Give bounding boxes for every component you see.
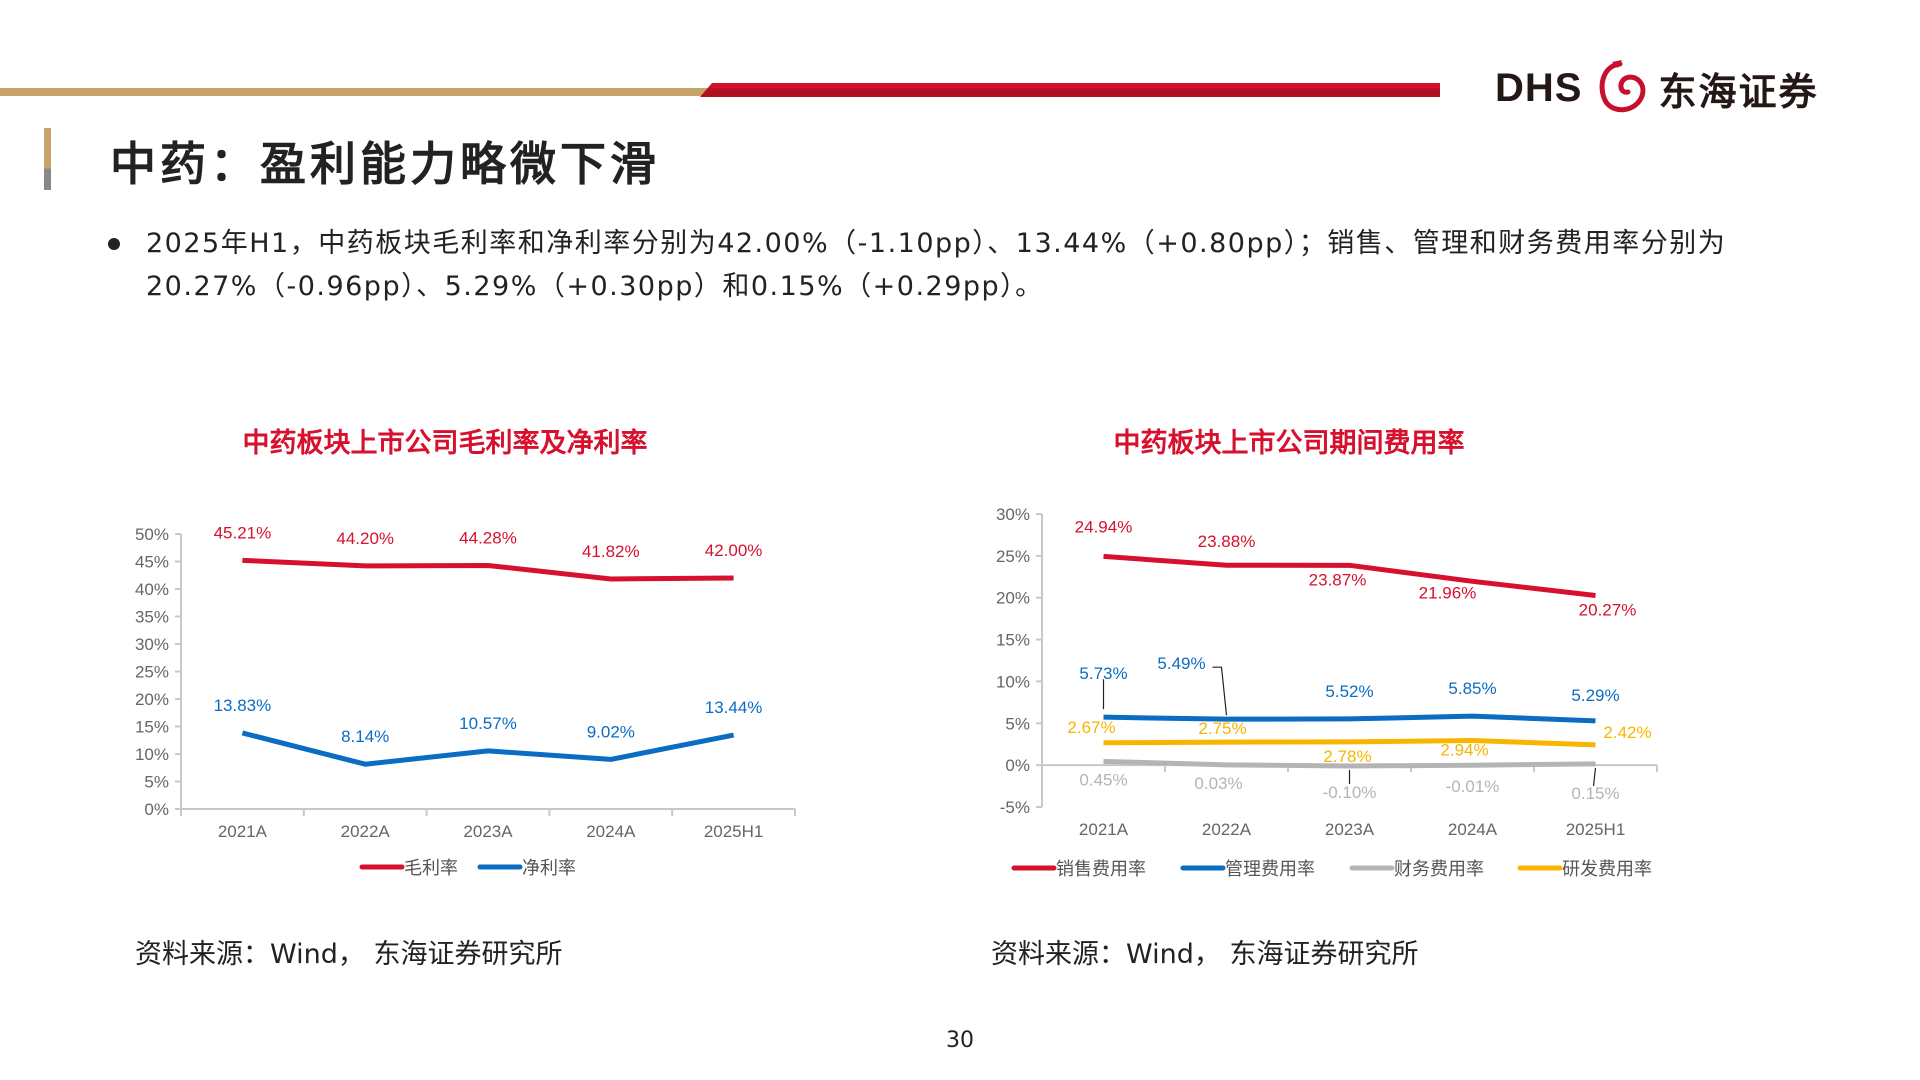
data-label: -0.10% bbox=[1323, 783, 1377, 802]
y-tick-label: -5% bbox=[1000, 798, 1030, 817]
y-tick-label: 5% bbox=[144, 773, 169, 792]
y-tick-label: 10% bbox=[135, 745, 169, 764]
source-note-right: 资料来源：Wind， 东海证券研究所 bbox=[991, 939, 1419, 970]
y-tick-label: 30% bbox=[135, 635, 169, 654]
bullet-dot-icon bbox=[108, 238, 120, 250]
chart-title: 中药板块上市公司毛利率及净利率 bbox=[243, 427, 648, 458]
summary-text: 2025年H1，中药板块毛利率和净利率分别为42.00%（-1.10pp）、13… bbox=[146, 228, 1727, 302]
legend-label: 销售费用率 bbox=[1056, 859, 1146, 879]
y-tick-label: 25% bbox=[996, 547, 1030, 566]
data-label: 5.49% bbox=[1157, 654, 1205, 673]
y-tick-label: 25% bbox=[135, 663, 169, 682]
header-red-line bbox=[700, 83, 1440, 97]
x-tick-label: 2021A bbox=[218, 822, 268, 841]
x-tick-label: 2025H1 bbox=[704, 822, 764, 841]
x-tick-label: 2021A bbox=[1079, 820, 1129, 839]
x-tick-label: 2022A bbox=[1202, 820, 1252, 839]
data-label: 2.78% bbox=[1323, 747, 1371, 766]
page-title: 中药：盈利能力略微下滑 bbox=[110, 137, 660, 191]
series-line-0 bbox=[242, 557, 734, 582]
legend-label: 研发费用率 bbox=[1562, 859, 1652, 879]
data-label: 42.00% bbox=[705, 541, 763, 560]
legend-label: 净利率 bbox=[522, 858, 576, 878]
chart-gross-net-margin: 中药板块上市公司毛利率及净利率 0% 5% 10% 15% 20% 25% 30% 35% 40%… bbox=[135, 427, 796, 878]
data-label: 2.94% bbox=[1440, 741, 1488, 760]
data-label: 5.85% bbox=[1448, 679, 1496, 698]
x-tick-label: 2024A bbox=[586, 822, 636, 841]
data-label: -0.01% bbox=[1446, 777, 1500, 796]
y-tick-label: 15% bbox=[996, 631, 1030, 650]
y-tick-label: 20% bbox=[135, 690, 169, 709]
chart-expense-ratios: 中药板块上市公司期间费用率 -5% 0% 5% 10% 15% 20% 25% 30% 2021A… bbox=[996, 427, 1658, 879]
source-note-left: 资料来源：Wind， 东海证券研究所 bbox=[135, 939, 563, 970]
y-tick-label: 35% bbox=[135, 608, 169, 627]
y-tick-label: 5% bbox=[1005, 714, 1030, 733]
label-leader-line bbox=[1212, 666, 1228, 716]
y-tick-label: 0% bbox=[1005, 756, 1030, 775]
data-label: 5.52% bbox=[1325, 682, 1373, 701]
legend-label: 财务费用率 bbox=[1394, 859, 1484, 879]
data-label: 44.28% bbox=[459, 528, 517, 547]
data-label: 0.45% bbox=[1079, 770, 1127, 789]
dragon-logo-icon bbox=[1600, 60, 1646, 113]
data-label: 23.88% bbox=[1198, 532, 1256, 551]
label-leader-line bbox=[1592, 767, 1597, 786]
x-tick-label: 2022A bbox=[341, 822, 391, 841]
data-label: 13.83% bbox=[214, 696, 272, 715]
y-tick-label: 30% bbox=[996, 505, 1030, 524]
title-accent-bar bbox=[44, 128, 51, 190]
header-gold-line bbox=[0, 88, 712, 96]
data-label: 5.73% bbox=[1079, 664, 1127, 683]
series-line-1 bbox=[1103, 713, 1596, 724]
data-label: 41.82% bbox=[582, 542, 640, 561]
data-label: 45.21% bbox=[214, 523, 272, 542]
legend-label: 管理费用率 bbox=[1225, 859, 1315, 879]
data-label: 0.15% bbox=[1571, 784, 1619, 803]
data-label: 2.67% bbox=[1067, 718, 1115, 737]
data-label: 23.87% bbox=[1309, 570, 1367, 589]
company-logo: DHS 东海证券 bbox=[1495, 58, 1818, 118]
logo-cn: 东海证券 bbox=[1658, 69, 1819, 114]
x-tick-label: 2024A bbox=[1448, 820, 1498, 839]
page-number: 30 bbox=[946, 1028, 974, 1053]
x-tick-label: 2023A bbox=[1325, 820, 1375, 839]
chart-title: 中药板块上市公司期间费用率 bbox=[1114, 427, 1465, 458]
y-tick-label: 0% bbox=[144, 800, 169, 819]
data-label: 44.20% bbox=[336, 529, 394, 548]
data-label: 8.14% bbox=[341, 727, 389, 746]
logo-latin: DHS bbox=[1495, 65, 1583, 110]
legend-label: 毛利率 bbox=[404, 858, 458, 878]
y-tick-label: 20% bbox=[996, 589, 1030, 608]
data-label: 20.27% bbox=[1579, 600, 1637, 619]
x-tick-label: 2023A bbox=[463, 822, 513, 841]
y-tick-label: 40% bbox=[135, 580, 169, 599]
data-label: 9.02% bbox=[587, 722, 635, 741]
data-label: 13.44% bbox=[705, 698, 763, 717]
y-tick-label: 15% bbox=[135, 718, 169, 737]
data-label: 21.96% bbox=[1419, 583, 1477, 602]
data-label: 0.03% bbox=[1194, 774, 1242, 793]
series-line-3 bbox=[1103, 738, 1596, 748]
series-line-1 bbox=[241, 730, 735, 767]
summary-bullet: 2025年H1，中药板块毛利率和净利率分别为42.00%（-1.10pp）、13… bbox=[108, 222, 1828, 308]
data-label: 24.94% bbox=[1075, 517, 1133, 536]
y-tick-label: 10% bbox=[996, 672, 1030, 691]
data-label: 10.57% bbox=[459, 714, 517, 733]
x-tick-label: 2025H1 bbox=[1566, 820, 1626, 839]
y-tick-label: 45% bbox=[135, 553, 169, 572]
data-label: 2.42% bbox=[1603, 723, 1651, 742]
data-label: 2.75% bbox=[1198, 719, 1246, 738]
y-tick-label: 50% bbox=[135, 525, 169, 544]
data-label: 5.29% bbox=[1571, 686, 1619, 705]
